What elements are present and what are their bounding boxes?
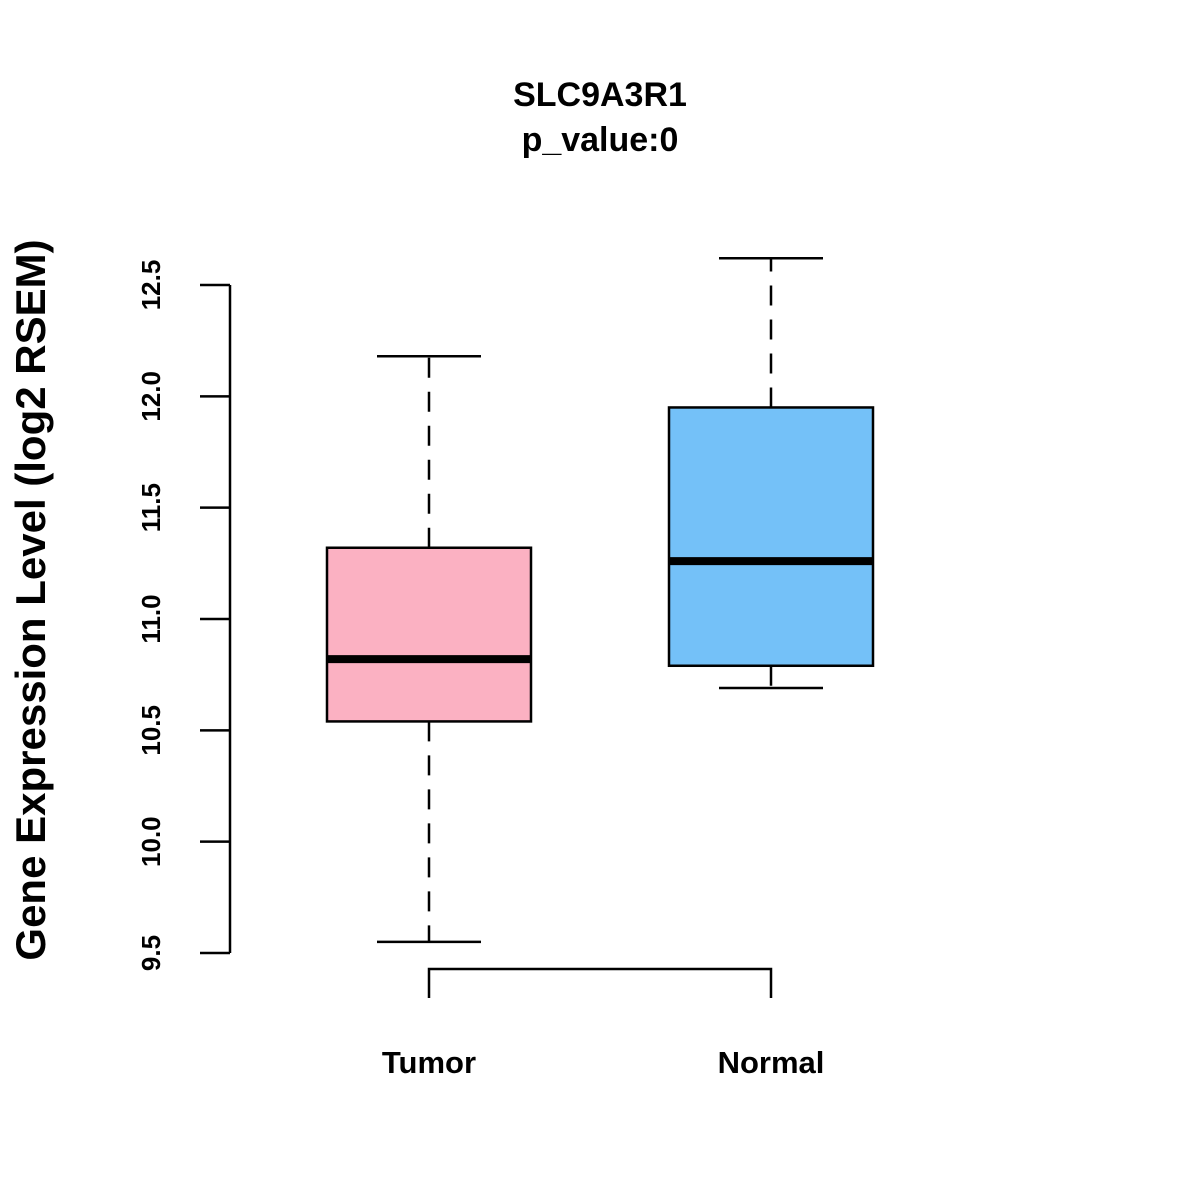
y-tick-label: 12.0 — [136, 371, 166, 422]
x-tick-label: Tumor — [382, 1045, 476, 1080]
y-axis-label: Gene Expression Level (log2 RSEM) — [7, 239, 54, 960]
iqr-box — [325, 546, 533, 723]
x-axis-line — [427, 967, 773, 998]
y-tick-label: 9.5 — [136, 935, 166, 971]
y-tick-label: 12.5 — [136, 260, 166, 311]
y-tick-label: 11.5 — [136, 483, 166, 532]
x-tick-label: Normal — [718, 1045, 825, 1080]
y-tick-label: 10.0 — [136, 816, 166, 867]
box-tumor — [325, 355, 533, 944]
chart-subtitle: p_value:0 — [522, 121, 679, 159]
box-normal — [667, 257, 875, 690]
chart-title: SLC9A3R1 — [513, 76, 687, 114]
y-tick-label: 11.0 — [136, 594, 166, 643]
boxes — [325, 257, 875, 944]
iqr-box — [667, 406, 875, 668]
y-tick-label: 10.5 — [136, 705, 166, 756]
y-axis: 9.5 10.0 10.5 11.0 11.5 12.0 12.5 — [136, 260, 232, 971]
x-axis: Tumor Normal — [382, 967, 825, 1080]
